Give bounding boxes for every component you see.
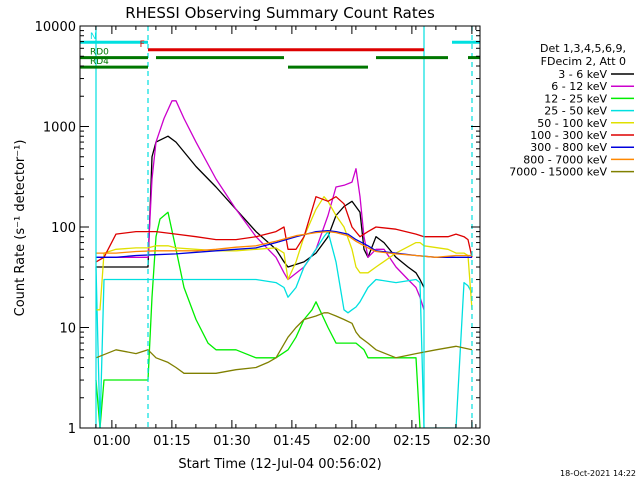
legend-label-300-800-kev: 300 - 800 keV [530,141,607,154]
legend-label-12-25-kev: 12 - 25 keV [544,92,607,105]
annotation-label-f: F [140,40,145,50]
y-axis-label: Count Rate (s⁻¹ detector⁻¹) [13,140,28,317]
annotation-label-rd0: RD0 [90,48,109,58]
y-tick-label-1000: 1000 [43,121,76,136]
legend-label-25-50-kev: 25 - 50 keV [544,105,607,118]
series-line-800-7000-kev [96,230,472,258]
legend-label-7000-15000-kev: 7000 - 15000 keV [509,166,607,179]
series-line-3-6-kev [96,135,425,288]
series-line-7000-15000-kev [95,312,473,374]
y-axis: 1 10 100 1000 10000 [35,20,480,437]
annotation-label-rd4: RD4 [90,57,109,67]
series-line-25-50-kev [95,230,473,428]
y-tick-label-1: 1 [68,422,76,437]
y-tick-label-10: 10 [59,322,76,337]
chart-title: RHESSI Observing Summary Count Rates [125,4,435,22]
x-tick-label-02-15: 02:15 [393,434,430,449]
legend-label-800-7000-kev: 800 - 7000 keV [523,153,607,166]
legend: Det 1,3,4,5,6,9,FDecim 2, Att 03 - 6 keV… [509,42,634,179]
x-axis-label: Start Time (12-Jul-04 00:56:02) [178,457,381,472]
x-axis: 01:00 01:15 01:30 01:45 02:00 02:15 02:30 [93,26,491,449]
x-tick-label-01-15: 01:15 [153,434,190,449]
legend-header-line: FDecim 2, Att 0 [541,55,626,68]
x-tick-label-01-45: 01:45 [273,434,310,449]
y-tick-label-10000: 10000 [35,20,76,35]
legend-label-3-6-kev: 3 - 6 keV [558,68,607,81]
series-layer [95,100,473,428]
legend-label-50-100-kev: 50 - 100 keV [537,117,607,130]
footer-timestamp: 18-Oct-2021 14:22 [560,469,636,478]
series-line-50-100-kev [96,196,473,311]
legend-header-line: Det 1,3,4,5,6,9, [540,42,626,55]
series-line-100-300-kev [95,196,473,263]
x-tick-label-02-00: 02:00 [333,434,370,449]
legend-label-6-12-kev: 6 - 12 keV [551,80,607,93]
y-tick-label-100: 100 [51,221,76,236]
x-tick-label-01-30: 01:30 [213,434,250,449]
x-tick-label-01-00: 01:00 [93,434,130,449]
legend-label-100-300-kev: 100 - 300 keV [530,129,607,142]
annotation-label-n: N [90,32,97,42]
x-tick-label-02-30: 02:30 [453,434,490,449]
